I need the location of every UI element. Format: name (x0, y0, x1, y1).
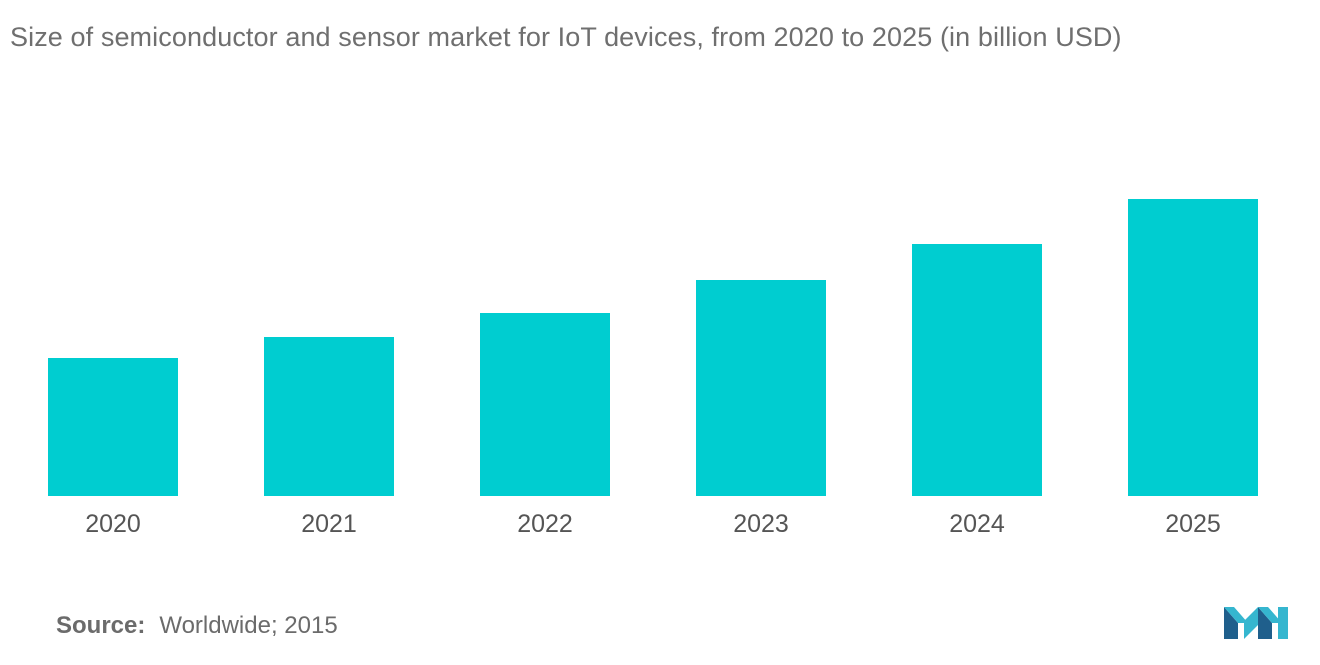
source-note: Source: Worldwide; 2015 (56, 612, 338, 640)
x-tick-label-2025: 2025 (1165, 510, 1221, 538)
source-label: Source: (56, 612, 146, 639)
x-tick-label-2023: 2023 (733, 510, 789, 538)
x-tick-label-2022: 2022 (517, 510, 573, 538)
chart-title: Size of semiconductor and sensor market … (10, 22, 1122, 52)
mordor-intelligence-logo-icon (1224, 607, 1288, 639)
x-tick-label-2024: 2024 (949, 510, 1005, 538)
x-tick-label-2021: 2021 (301, 510, 357, 538)
bar-2023 (696, 280, 826, 496)
bars-group (48, 199, 1258, 496)
bar-2021 (264, 337, 394, 496)
bar-2024 (912, 244, 1042, 496)
x-tick-label-2020: 2020 (85, 510, 141, 538)
bar-2022 (480, 313, 610, 496)
bar-2025 (1128, 199, 1258, 496)
source-text: Worldwide; 2015 (159, 612, 338, 639)
bar-2020 (48, 358, 178, 496)
bar-chart: 2020 2021 2022 2023 2024 2025 (48, 199, 1258, 538)
x-tick-labels: 2020 2021 2022 2023 2024 2025 (85, 510, 1221, 538)
